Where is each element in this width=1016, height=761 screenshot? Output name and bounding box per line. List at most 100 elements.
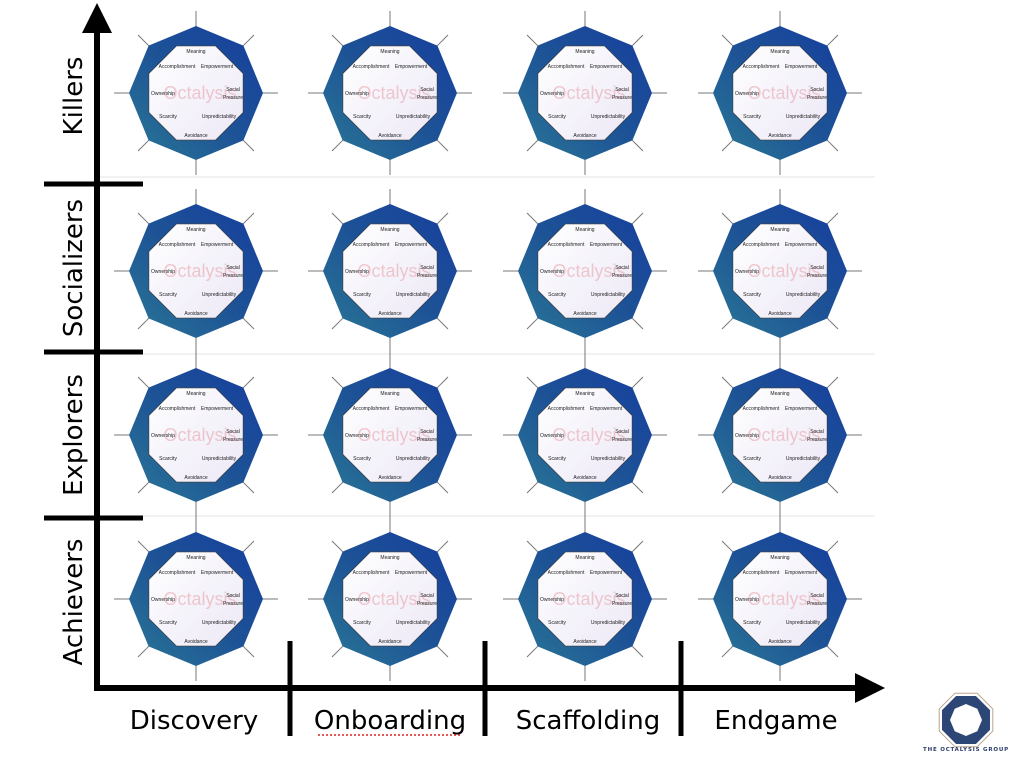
spoke xyxy=(331,540,344,553)
spoke xyxy=(721,139,734,152)
spoke xyxy=(631,34,644,47)
core-drive-ownership: Ownership xyxy=(345,269,369,275)
column-label-onboarding: Onboarding xyxy=(314,706,466,736)
spoke xyxy=(631,540,644,553)
watermark: Octalysis xyxy=(552,261,625,281)
core-drive-empowerment: Empowerment xyxy=(395,64,428,70)
core-drive-meaning: Meaning xyxy=(770,555,789,561)
core-drive-ownership: Ownership xyxy=(151,433,175,439)
core-drive-avoidance: Avoidance xyxy=(573,639,596,645)
core-drive-accomplishment: Accomplishment xyxy=(548,406,585,412)
core-drive-avoidance: Avoidance xyxy=(184,475,207,481)
spoke xyxy=(137,645,150,658)
watermark: Octalysis xyxy=(552,83,625,103)
core-drive-scarcity: Scarcity xyxy=(159,620,177,626)
core-drive-accomplishment: Accomplishment xyxy=(159,406,196,412)
spoke xyxy=(826,212,839,225)
core-drive-social-1: Social xyxy=(420,87,434,93)
spoke xyxy=(721,540,734,553)
core-drive-avoidance: Avoidance xyxy=(378,475,401,481)
core-drive-social-1: Social xyxy=(226,593,240,599)
core-drive-empowerment: Empowerment xyxy=(201,570,234,576)
octalysis-octagon-socializers-endgame: Octalysis Meaning Accomplishment Empowermen… xyxy=(698,189,862,353)
inner-octagon xyxy=(732,45,828,141)
core-drive-scarcity: Scarcity xyxy=(353,620,371,626)
spoke xyxy=(242,212,255,225)
octalysis-octagon-explorers-scaffolding: Octalysis Meaning Accomplishment Empowermen… xyxy=(503,353,667,517)
column-label-discovery: Discovery xyxy=(130,706,258,736)
core-drive-avoidance: Avoidance xyxy=(573,133,596,139)
spoke xyxy=(631,139,644,152)
core-drive-social-2: Pressure xyxy=(223,601,243,607)
core-drive-scarcity: Scarcity xyxy=(743,620,761,626)
core-drive-social-2: Pressure xyxy=(807,95,827,101)
core-drive-accomplishment: Accomplishment xyxy=(743,64,780,70)
inner-octagon xyxy=(537,223,633,319)
inner-octagon xyxy=(342,223,438,319)
spoke xyxy=(826,317,839,330)
core-drive-accomplishment: Accomplishment xyxy=(353,570,390,576)
core-drive-meaning: Meaning xyxy=(575,391,594,397)
core-drive-social-2: Pressure xyxy=(807,601,827,607)
row-separators xyxy=(100,176,875,517)
core-drive-scarcity: Scarcity xyxy=(353,456,371,462)
spoke xyxy=(436,481,449,494)
row-label-killers: Killers xyxy=(59,57,89,136)
spoke xyxy=(721,376,734,389)
core-drive-avoidance: Avoidance xyxy=(768,639,791,645)
core-drive-unpredictability: Unpredictability xyxy=(591,292,626,298)
core-drive-avoidance: Avoidance xyxy=(768,133,791,139)
inner-octagon xyxy=(732,223,828,319)
core-drive-unpredictability: Unpredictability xyxy=(202,456,237,462)
core-drive-ownership: Ownership xyxy=(345,433,369,439)
spoke xyxy=(526,317,539,330)
core-drive-scarcity: Scarcity xyxy=(548,292,566,298)
core-drive-accomplishment: Accomplishment xyxy=(353,64,390,70)
watermark: Octalysis xyxy=(552,425,625,445)
core-drive-accomplishment: Accomplishment xyxy=(353,406,390,412)
core-drive-unpredictability: Unpredictability xyxy=(202,114,237,120)
octalysis-octagon-killers-onboarding: Octalysis Meaning Accomplishment Empowermen… xyxy=(308,11,472,175)
core-drive-avoidance: Avoidance xyxy=(184,311,207,317)
spoke xyxy=(331,212,344,225)
core-drive-meaning: Meaning xyxy=(380,555,399,561)
core-drive-social-1: Social xyxy=(810,429,824,435)
core-drive-social-1: Social xyxy=(615,87,629,93)
spoke xyxy=(526,481,539,494)
core-drive-accomplishment: Accomplishment xyxy=(159,242,196,248)
core-drive-meaning: Meaning xyxy=(186,555,205,561)
core-drive-empowerment: Empowerment xyxy=(395,570,428,576)
core-drive-unpredictability: Unpredictability xyxy=(786,456,821,462)
core-drive-empowerment: Empowerment xyxy=(590,406,623,412)
core-drive-empowerment: Empowerment xyxy=(590,64,623,70)
core-drive-unpredictability: Unpredictability xyxy=(591,620,626,626)
core-drive-scarcity: Scarcity xyxy=(743,456,761,462)
octalysis-octagon-explorers-endgame: Octalysis Meaning Accomplishment Empowermen… xyxy=(698,353,862,517)
core-drive-empowerment: Empowerment xyxy=(201,64,234,70)
core-drive-meaning: Meaning xyxy=(575,49,594,55)
core-drive-social-1: Social xyxy=(226,87,240,93)
core-drive-meaning: Meaning xyxy=(575,227,594,233)
spoke xyxy=(526,34,539,47)
core-drive-social-2: Pressure xyxy=(807,273,827,279)
column-label-endgame: Endgame xyxy=(714,706,837,736)
core-drive-accomplishment: Accomplishment xyxy=(353,242,390,248)
core-drive-unpredictability: Unpredictability xyxy=(396,620,431,626)
spoke xyxy=(826,376,839,389)
spoke xyxy=(436,540,449,553)
watermark: Octalysis xyxy=(163,425,236,445)
octalysis-octagon-killers-discovery: Octalysis Meaning Accomplishment Empowermen… xyxy=(114,11,278,175)
octalysis-octagon-achievers-discovery: Octalysis Meaning Accomplishment Empowermen… xyxy=(114,517,278,681)
core-drive-scarcity: Scarcity xyxy=(159,456,177,462)
spoke xyxy=(826,645,839,658)
core-drive-ownership: Ownership xyxy=(540,597,564,603)
core-drive-social-2: Pressure xyxy=(612,601,632,607)
core-drive-ownership: Ownership xyxy=(345,597,369,603)
core-drive-unpredictability: Unpredictability xyxy=(396,456,431,462)
core-drive-unpredictability: Unpredictability xyxy=(396,114,431,120)
spoke xyxy=(137,540,150,553)
inner-octagon xyxy=(148,551,244,647)
core-drive-accomplishment: Accomplishment xyxy=(743,242,780,248)
octalysis-octagon-achievers-endgame: Octalysis Meaning Accomplishment Empowermen… xyxy=(698,517,862,681)
